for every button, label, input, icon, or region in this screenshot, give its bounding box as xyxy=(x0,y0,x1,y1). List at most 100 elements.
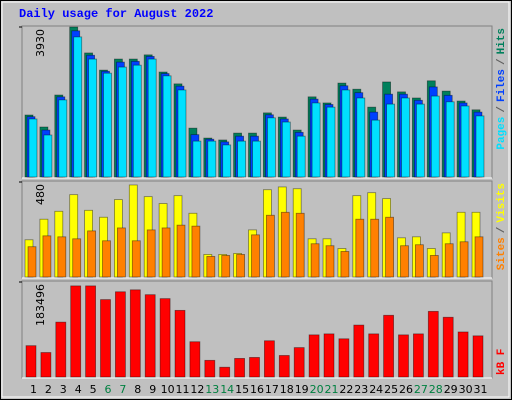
x-tick-label: 14 xyxy=(220,383,234,396)
bar xyxy=(265,214,275,278)
bar xyxy=(293,347,305,378)
bar xyxy=(368,333,380,378)
bar xyxy=(400,245,409,278)
bar xyxy=(162,75,172,178)
y-tick-label: 3930 xyxy=(34,29,47,57)
bar xyxy=(442,316,454,378)
y-tick-label: 183496 xyxy=(34,284,47,326)
bar xyxy=(278,355,290,378)
legend-entry: Visits xyxy=(496,183,508,223)
bar xyxy=(132,64,142,178)
bar xyxy=(70,285,82,378)
bar xyxy=(460,105,470,178)
bar xyxy=(87,230,96,278)
bar xyxy=(72,238,82,278)
legend-entry: Sites xyxy=(496,237,508,270)
x-tick-label: 25 xyxy=(384,383,398,396)
x-tick-label: 31 xyxy=(474,383,488,396)
bar xyxy=(176,224,186,278)
bar xyxy=(474,236,484,278)
legend: Sites / Visits xyxy=(496,183,508,270)
bar xyxy=(429,255,439,278)
bar xyxy=(40,352,52,378)
bar xyxy=(296,135,306,178)
x-tick-label: 1 xyxy=(30,383,37,396)
bar xyxy=(117,227,126,278)
bar xyxy=(129,289,141,378)
bar xyxy=(103,72,112,178)
x-tick-label: 12 xyxy=(190,383,204,396)
bar xyxy=(412,333,424,378)
y-tick-label: 480 xyxy=(34,184,47,205)
bar xyxy=(58,99,68,178)
bar xyxy=(28,118,38,178)
bar xyxy=(252,140,261,178)
x-tick-label: 26 xyxy=(399,383,413,396)
legend-entry: Pages xyxy=(496,117,508,150)
bar xyxy=(325,245,335,278)
bar xyxy=(221,255,231,278)
bar xyxy=(27,246,37,278)
bar xyxy=(219,366,231,378)
bar xyxy=(131,240,141,278)
x-tick-label: 29 xyxy=(444,383,458,396)
bar xyxy=(370,218,380,278)
x-tick-label: 8 xyxy=(134,383,141,396)
legend-entry: Hits xyxy=(496,28,508,54)
bar xyxy=(266,117,276,178)
bar xyxy=(204,359,216,378)
bar xyxy=(237,140,247,178)
bar xyxy=(383,314,395,378)
bar xyxy=(472,335,484,378)
bar xyxy=(177,89,187,178)
bar xyxy=(55,321,67,378)
legend-entry: kB F xyxy=(496,349,508,375)
bar xyxy=(355,218,365,278)
bar xyxy=(57,236,67,278)
bar xyxy=(222,144,232,178)
x-tick-label: 13 xyxy=(205,383,219,396)
bar xyxy=(310,243,320,278)
x-tick-label: 17 xyxy=(265,383,279,396)
bar xyxy=(445,101,455,178)
x-tick-label: 23 xyxy=(354,383,368,396)
x-tick-label: 2 xyxy=(45,383,52,396)
bar xyxy=(308,334,320,378)
bar xyxy=(161,227,171,278)
bar xyxy=(280,211,290,278)
bar xyxy=(25,345,37,378)
bar xyxy=(118,66,127,178)
x-tick-label: 7 xyxy=(119,383,126,396)
bar xyxy=(115,291,126,378)
x-tick-label: 24 xyxy=(369,383,383,396)
bar xyxy=(338,338,350,378)
bar xyxy=(459,241,469,278)
bar xyxy=(85,285,96,378)
bar xyxy=(159,298,171,378)
bar xyxy=(263,340,275,378)
bar xyxy=(457,331,469,378)
legend-separator: / xyxy=(496,226,508,233)
x-tick-label: 21 xyxy=(325,383,339,396)
bar xyxy=(340,251,350,278)
bar xyxy=(88,58,97,178)
bar xyxy=(341,89,351,178)
bar xyxy=(323,333,335,378)
x-tick-label: 16 xyxy=(250,383,264,396)
bar xyxy=(475,115,485,178)
bar xyxy=(430,95,440,178)
bar xyxy=(42,235,52,278)
x-tick-label: 10 xyxy=(161,383,175,396)
bar xyxy=(414,244,424,278)
x-tick-label: 9 xyxy=(149,383,156,396)
bar xyxy=(146,229,156,278)
x-tick-label: 19 xyxy=(295,383,309,396)
bar xyxy=(356,97,366,178)
bar xyxy=(102,240,111,278)
x-tick-label: 20 xyxy=(310,383,324,396)
bar xyxy=(43,134,53,178)
bar xyxy=(427,310,439,378)
bar xyxy=(444,243,454,278)
bar xyxy=(249,357,260,378)
